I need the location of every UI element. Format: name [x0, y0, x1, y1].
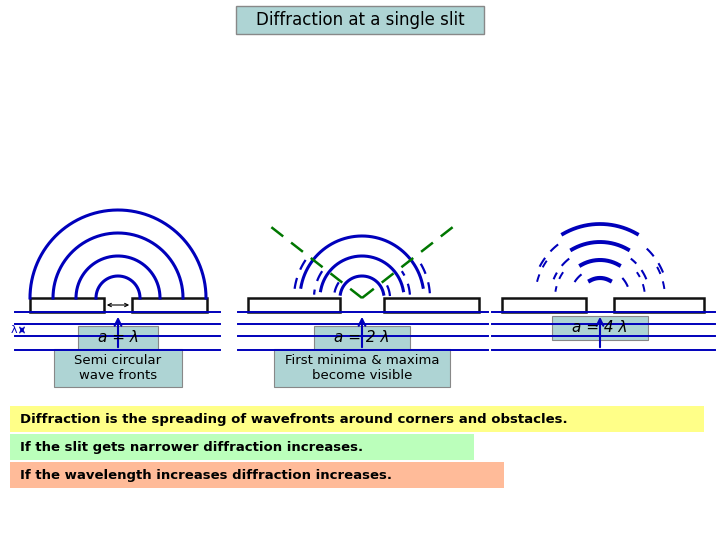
- Text: Diffraction at a single slit: Diffraction at a single slit: [256, 11, 464, 29]
- Bar: [132, 298, 207, 312]
- Text: If the slit gets narrower diffraction increases.: If the slit gets narrower diffraction in…: [20, 441, 363, 454]
- Bar: [30, 298, 104, 312]
- FancyBboxPatch shape: [10, 434, 474, 460]
- Text: λ: λ: [11, 325, 17, 335]
- FancyBboxPatch shape: [78, 326, 158, 350]
- Bar: [502, 298, 586, 312]
- FancyBboxPatch shape: [552, 316, 648, 340]
- Text: a = λ: a = λ: [98, 330, 138, 346]
- Text: Semi circular
wave fronts: Semi circular wave fronts: [74, 354, 161, 382]
- Bar: [614, 298, 704, 312]
- FancyBboxPatch shape: [314, 326, 410, 350]
- Text: If the wavelength increases diffraction increases.: If the wavelength increases diffraction …: [20, 469, 392, 482]
- Bar: [384, 298, 479, 312]
- Text: Diffraction is the spreading of wavefronts around corners and obstacles.: Diffraction is the spreading of wavefron…: [20, 413, 567, 426]
- Bar: [248, 298, 340, 312]
- FancyBboxPatch shape: [10, 406, 704, 432]
- Text: First minima & maxima
become visible: First minima & maxima become visible: [284, 354, 439, 382]
- Text: a = 4 λ: a = 4 λ: [572, 321, 628, 335]
- FancyBboxPatch shape: [10, 462, 504, 488]
- FancyBboxPatch shape: [54, 349, 182, 387]
- FancyBboxPatch shape: [274, 349, 450, 387]
- Text: a = 2 λ: a = 2 λ: [334, 330, 390, 346]
- FancyBboxPatch shape: [236, 6, 484, 34]
